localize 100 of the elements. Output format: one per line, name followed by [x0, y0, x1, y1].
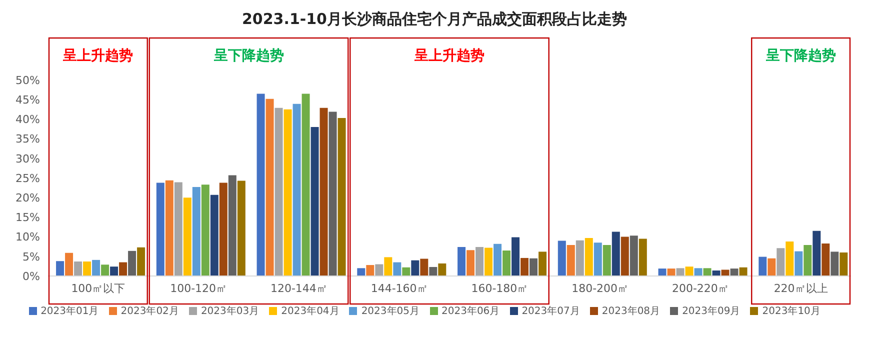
- bar: [667, 268, 676, 276]
- bar: [284, 109, 292, 276]
- bar: [302, 94, 310, 276]
- bar: [638, 238, 647, 276]
- y-tick-label: 45%: [16, 94, 40, 107]
- y-tick-label: 30%: [16, 152, 40, 166]
- bar: [92, 260, 100, 276]
- x-tick-label: 144-160㎡: [370, 282, 428, 295]
- bar: [438, 263, 446, 276]
- bar: [502, 250, 511, 276]
- bar: [538, 252, 547, 276]
- y-tick-label: 25%: [16, 172, 40, 185]
- bar: [630, 236, 638, 276]
- bar: [584, 238, 593, 276]
- y-tick-label: 0%: [22, 270, 40, 283]
- bar: [685, 266, 694, 276]
- x-tick-label: 120-144㎡: [270, 282, 328, 295]
- bar: [476, 246, 484, 276]
- x-tick-label: 100-120㎡: [170, 282, 228, 295]
- legend-label: 2023年01月: [40, 306, 99, 317]
- bar: [812, 230, 821, 276]
- bar: [794, 251, 803, 276]
- bar: [494, 244, 502, 276]
- bar: [219, 182, 228, 276]
- bar: [174, 182, 182, 276]
- y-tick-label: 20%: [16, 192, 40, 205]
- bar: [512, 237, 520, 276]
- bar: [620, 236, 629, 276]
- bar: [119, 262, 128, 276]
- bar: [292, 104, 301, 276]
- bar: [786, 242, 794, 276]
- x-tick-label: 220㎡以上: [774, 282, 828, 295]
- bar: [310, 127, 319, 276]
- bar: [320, 108, 328, 276]
- text: 呈上升趋势: [414, 47, 484, 64]
- bar: [676, 268, 684, 276]
- legend-label: 2023年02月: [120, 306, 179, 317]
- y-tick-label: 35%: [16, 132, 40, 146]
- bar: [840, 252, 848, 276]
- bar: [602, 245, 611, 276]
- bar: [338, 118, 346, 276]
- bar: [576, 240, 584, 276]
- chart-title: 2023.1-10月长沙商品住宅个月产品成交面积段占比走势: [241, 9, 628, 30]
- bar: [201, 184, 210, 276]
- bar: [420, 258, 428, 276]
- bar: [65, 252, 74, 276]
- bar: [730, 268, 738, 276]
- bar: [566, 245, 575, 276]
- bar: [192, 187, 200, 276]
- y-tick-label: 50%: [16, 74, 40, 87]
- bar: [411, 260, 420, 276]
- bar: [466, 250, 475, 276]
- x-tick-label: 100㎡以下: [71, 282, 126, 295]
- bar: [357, 268, 366, 276]
- y-tick-label: 40%: [16, 113, 40, 126]
- bar: [366, 265, 374, 276]
- bar: [520, 258, 529, 276]
- bar: [703, 268, 712, 276]
- legend-label: 2023年10月: [762, 306, 820, 317]
- bar: [156, 182, 164, 276]
- bar: [822, 243, 830, 276]
- bar: [74, 261, 82, 276]
- bar: [375, 264, 384, 276]
- y-tick-label: 15%: [16, 211, 40, 224]
- bar: [83, 261, 92, 276]
- bar: [128, 250, 136, 276]
- legend-label: 2023年06月: [442, 306, 500, 317]
- bar: [484, 248, 493, 276]
- y-tick-label: 10%: [16, 230, 40, 244]
- bar: [56, 261, 64, 276]
- bar: [530, 258, 538, 276]
- bar: [165, 180, 174, 276]
- legend-label: 2023年08月: [602, 306, 660, 317]
- bar: [183, 198, 192, 276]
- bar: [101, 264, 110, 276]
- bar: [393, 262, 402, 276]
- bar: [237, 180, 246, 276]
- bar: [768, 258, 776, 276]
- bar: [429, 266, 438, 276]
- bar: [228, 175, 236, 276]
- x-tick-label: 160-180㎡: [471, 282, 528, 295]
- bar: [758, 256, 767, 276]
- legend-label: 2023年04月: [281, 306, 340, 317]
- bar: [804, 245, 812, 276]
- bar: [594, 242, 602, 276]
- bar: [266, 98, 274, 276]
- bar: [402, 267, 410, 276]
- legend-label: 2023年05月: [361, 306, 420, 317]
- bar: [721, 270, 730, 276]
- bar: [658, 268, 666, 276]
- bar: [210, 194, 218, 276]
- bar: [739, 267, 748, 276]
- bar: [384, 257, 392, 276]
- bar: [110, 266, 118, 276]
- bar: [274, 108, 283, 276]
- text: 呈下降趋势: [212, 48, 284, 64]
- x-tick-label: 180-200㎡: [572, 282, 629, 295]
- bar: [776, 248, 785, 276]
- bar: [830, 252, 839, 276]
- legend-label: 2023年03月: [200, 306, 260, 317]
